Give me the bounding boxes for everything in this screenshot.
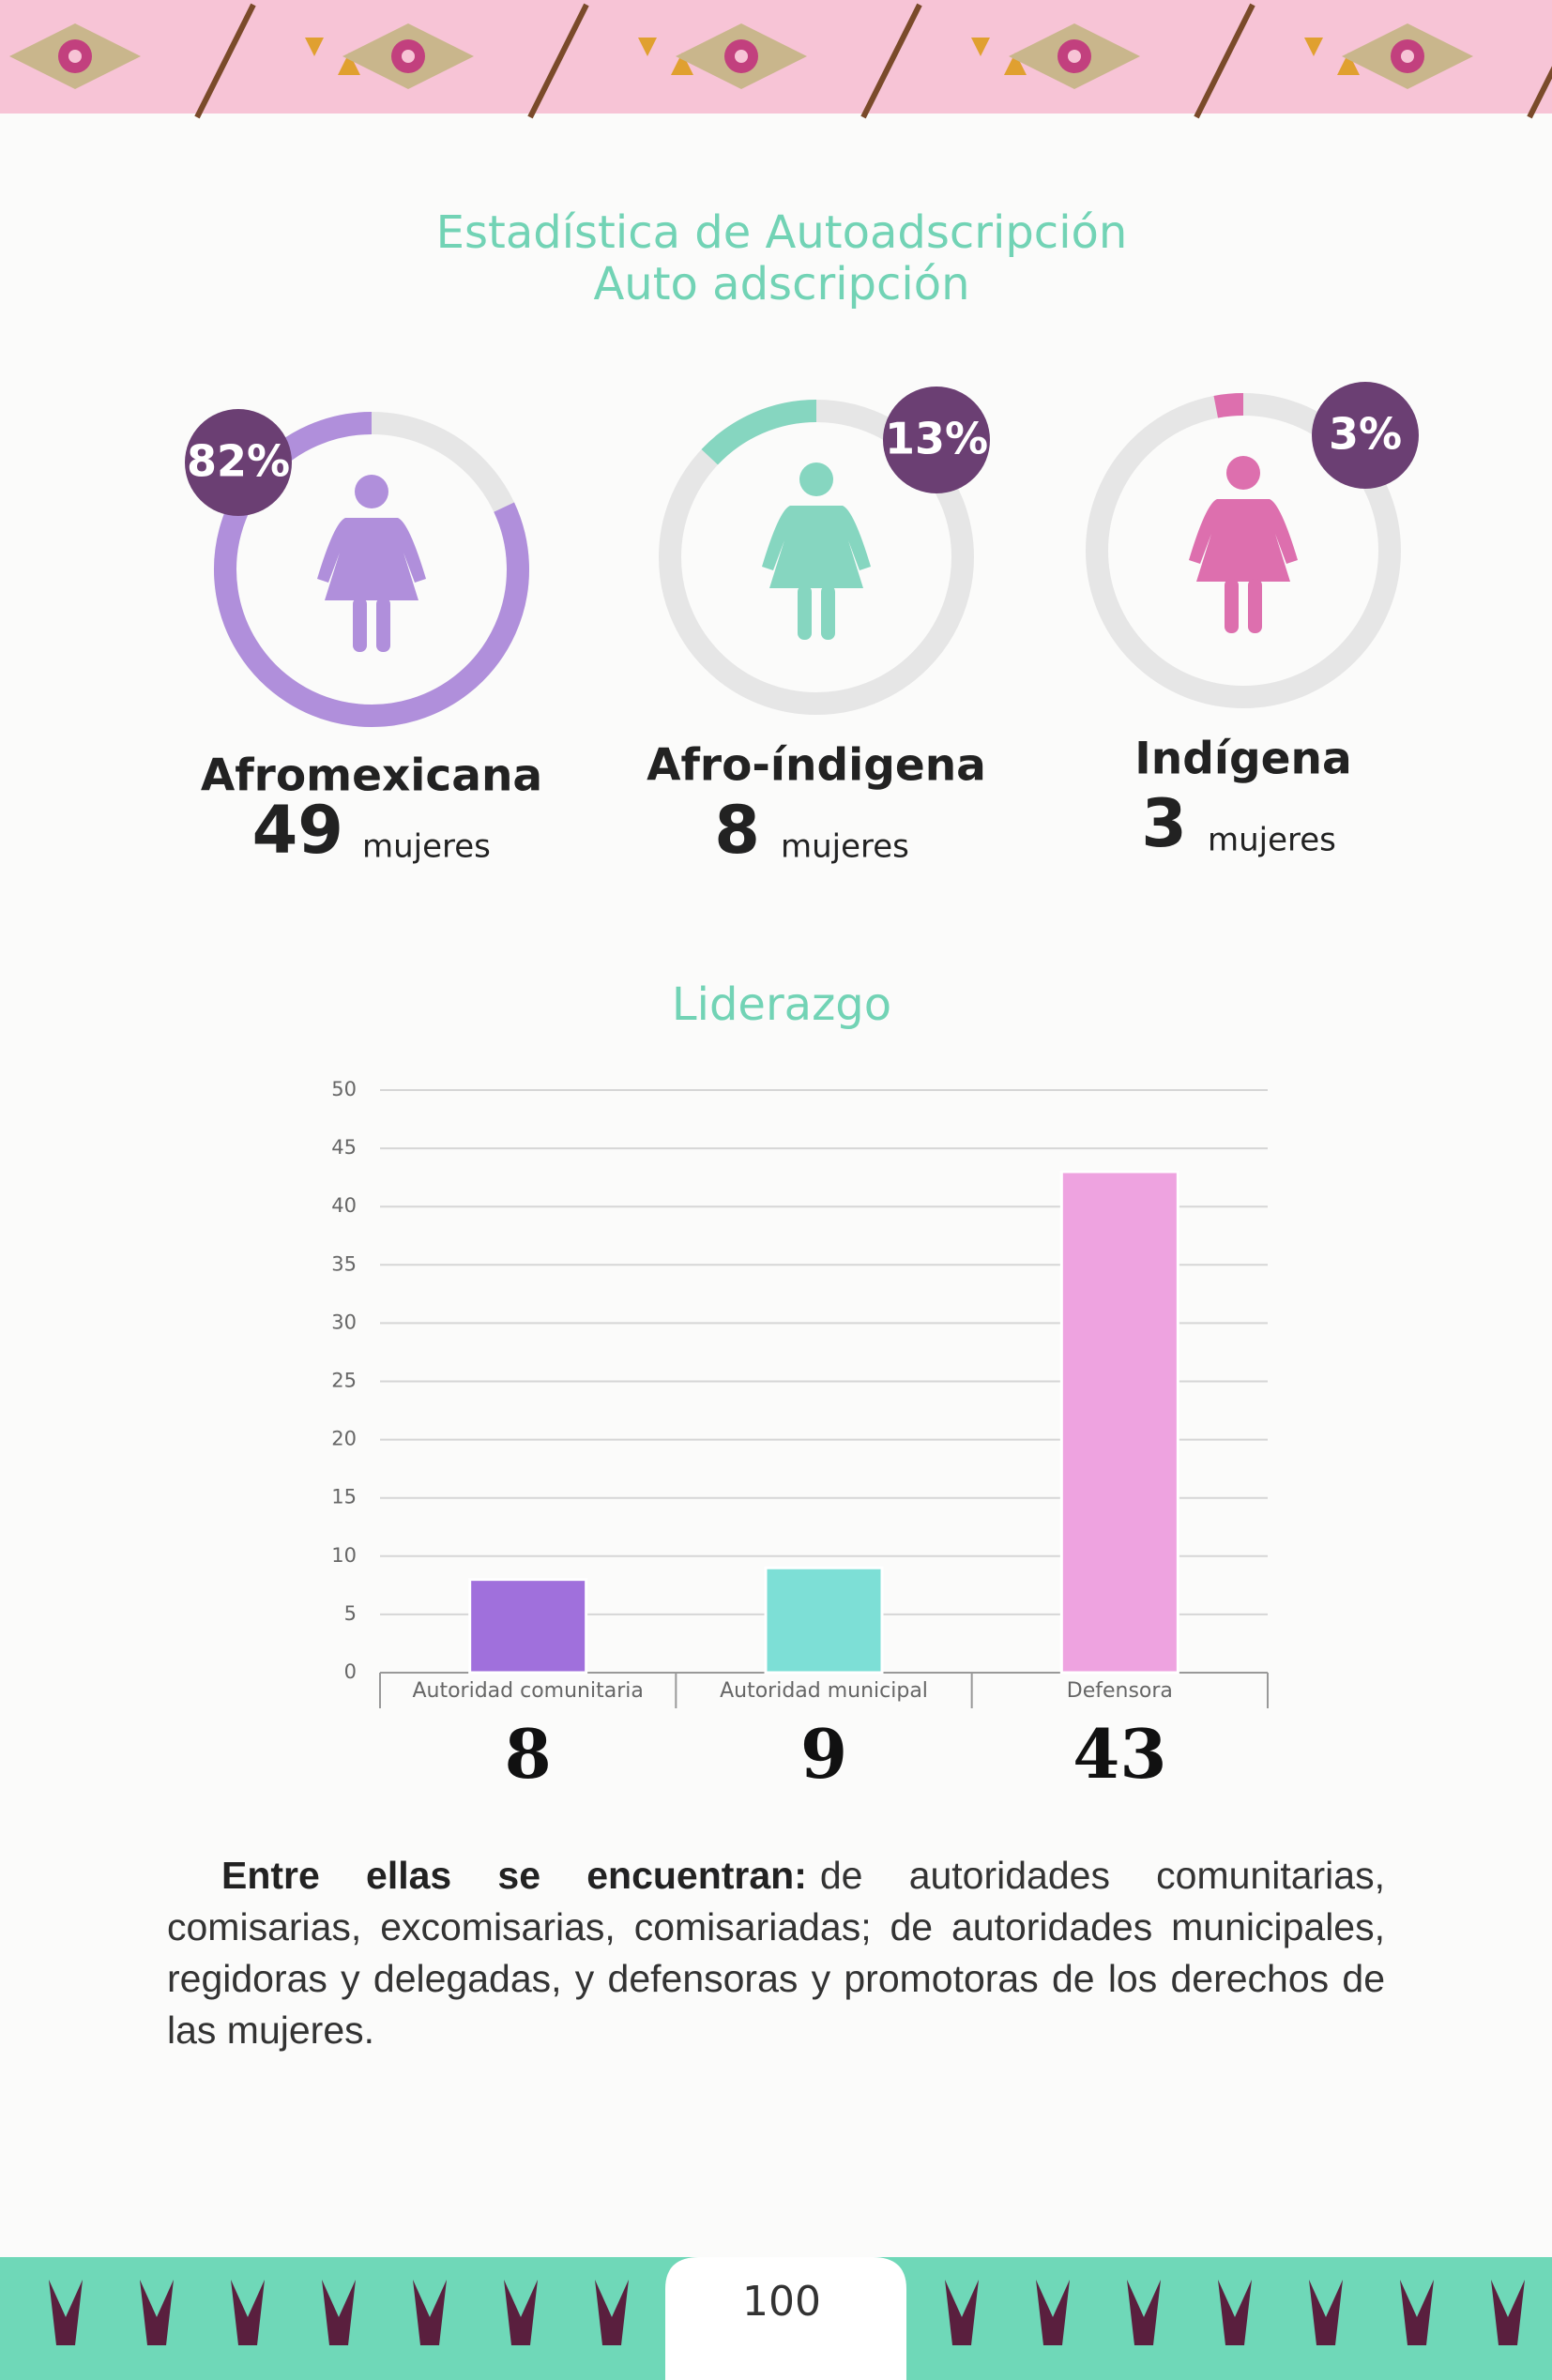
ornament (402, 50, 415, 63)
figure-leg (798, 585, 812, 640)
ornament (527, 3, 589, 119)
ornament (1068, 50, 1081, 63)
ornament (1401, 50, 1414, 63)
ornament (1194, 3, 1255, 119)
data-label: 9 (800, 1714, 847, 1794)
figure-head (1226, 456, 1260, 490)
ornament (1036, 2280, 1070, 2345)
ornament (1304, 38, 1360, 75)
bar (468, 1578, 588, 1675)
chart-title: Estadística de Autoadscripción (436, 206, 1128, 259)
count-unit: mujeres (1208, 822, 1336, 859)
ornament (305, 38, 360, 75)
ornament (1309, 2280, 1343, 2345)
y-tick-label: 50 (331, 1078, 357, 1100)
y-tick-label: 30 (331, 1311, 357, 1333)
count-label: 8 (714, 792, 760, 869)
y-tick-label: 0 (344, 1660, 357, 1683)
count-label: 3 (1141, 785, 1187, 862)
page-tab (665, 2257, 906, 2380)
figure-leg (1248, 579, 1262, 633)
x-tick-label: Defensora (1067, 1679, 1173, 1703)
y-tick-label: 15 (331, 1486, 357, 1508)
chart-title: Liderazgo (672, 978, 891, 1031)
data-label: 43 (1073, 1714, 1166, 1794)
ornament (945, 2280, 979, 2345)
paragraph-body: de autoridades comunitarias, comisarias,… (167, 1854, 1385, 2052)
paragraph-lead: Entre ellas se encuentran: (221, 1854, 807, 1897)
page-number: 100 (742, 2278, 821, 2326)
ornament (322, 2280, 356, 2345)
chart-subtitle: Auto adscripción (593, 258, 969, 311)
paragraph: Entre ellas se encuentran: de autoridades… (167, 1850, 1385, 2056)
y-tick-label: 25 (331, 1370, 357, 1392)
percent-badge (1312, 382, 1419, 489)
y-tick-label: 40 (331, 1194, 357, 1217)
bar (764, 1566, 884, 1675)
percent-badge (883, 387, 990, 493)
figure-body (1189, 499, 1298, 582)
ornament (735, 50, 748, 63)
figure-body (317, 518, 426, 600)
ornament (504, 2280, 538, 2345)
ornament (971, 38, 1027, 75)
ornament (1527, 66, 1552, 119)
figure-leg (353, 598, 367, 652)
donut-arc (1213, 393, 1244, 418)
count-unit: mujeres (362, 828, 491, 866)
ornament (860, 3, 922, 119)
top-ornaments (9, 3, 1552, 119)
percent-label: 3% (1329, 409, 1402, 460)
percent-badge (185, 409, 292, 516)
donut-arc (701, 400, 817, 465)
figure-leg (376, 598, 390, 652)
ornament (1127, 2280, 1161, 2345)
x-tick-label: Autoridad municipal (720, 1679, 928, 1703)
figure-leg (1225, 579, 1239, 633)
y-tick-label: 35 (331, 1252, 357, 1275)
ornament (1218, 2280, 1252, 2345)
y-tick-label: 10 (331, 1544, 357, 1567)
percent-label: 82% (187, 436, 290, 487)
category-label: Afromexicana (201, 750, 542, 802)
figure-head (355, 475, 388, 508)
ornament (140, 2280, 174, 2345)
ornament (194, 3, 256, 119)
figure-leg (821, 585, 835, 640)
data-label: 8 (505, 1714, 552, 1794)
count-unit: mujeres (781, 828, 909, 866)
category-label: Afro-índigena (647, 740, 986, 792)
ornament (231, 2280, 265, 2345)
y-tick-label: 45 (331, 1136, 357, 1159)
percent-label: 13% (885, 414, 988, 464)
count-label: 49 (252, 792, 343, 869)
figure-body (762, 506, 871, 588)
ornament (1491, 2280, 1525, 2345)
y-tick-label: 20 (331, 1428, 357, 1450)
bottom-ornaments (49, 2280, 1525, 2345)
ornament (413, 2280, 447, 2345)
ornament (1400, 2280, 1434, 2345)
x-tick-label: Autoridad comunitaria (412, 1679, 643, 1703)
ornament (68, 50, 82, 63)
y-tick-label: 5 (344, 1602, 357, 1625)
category-label: Indígena (1134, 734, 1351, 785)
ornament (595, 2280, 629, 2345)
ornament (638, 38, 693, 75)
figure-head (799, 462, 833, 496)
bar (1059, 1170, 1179, 1675)
ornament (49, 2280, 83, 2345)
